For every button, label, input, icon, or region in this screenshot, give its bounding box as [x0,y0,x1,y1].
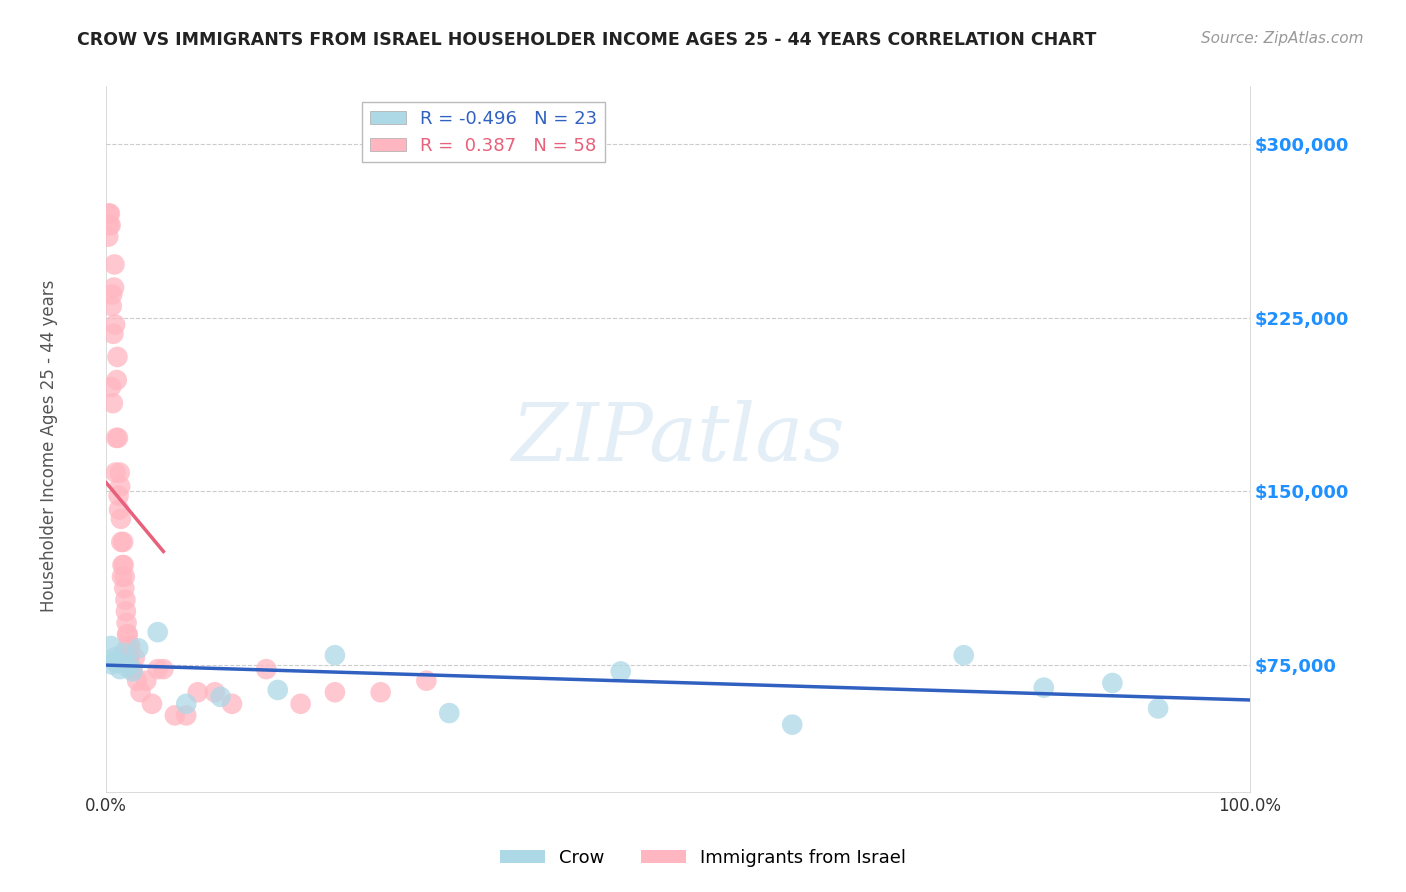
Point [1101,676,1123,690]
Point [1032,681,1054,695]
Point [439,706,461,720]
Point [108,662,131,676]
Point [118,650,141,665]
Point [121,665,143,679]
Point [141,697,163,711]
Point [127,673,149,688]
Point [129,685,152,699]
Point [118,657,141,672]
Point [107,655,129,669]
Legend: Crow, Immigrants from Israel: Crow, Immigrants from Israel [492,842,914,874]
Point [117,639,139,653]
Point [112,581,135,595]
Point [290,697,312,711]
Point [370,685,392,699]
Point [112,646,135,660]
Point [415,673,437,688]
Point [110,512,132,526]
Point [100,380,122,394]
Point [107,431,129,445]
Point [118,650,141,665]
Point [108,479,131,493]
Point [114,569,136,583]
Point [120,639,142,653]
Point [111,569,134,583]
Point [104,655,127,669]
Point [152,662,174,676]
Point [103,650,125,665]
Point [952,648,974,663]
Point [98,218,121,232]
Point [104,318,127,332]
Point [100,299,122,313]
Point [115,660,138,674]
Point [135,673,157,688]
Point [97,229,120,244]
Point [163,708,186,723]
Point [100,639,122,653]
Text: ZIPatlas: ZIPatlas [512,401,845,478]
Point [117,627,139,641]
Point [124,650,146,665]
Point [115,615,138,630]
Point [105,373,128,387]
Point [103,326,125,341]
Point [174,697,197,711]
Point [187,685,209,699]
Point [98,206,121,220]
Point [100,218,122,232]
Point [111,558,134,572]
Point [97,206,120,220]
Point [267,682,290,697]
Point [323,685,346,699]
Point [110,535,132,549]
Point [127,641,149,656]
Point [121,662,143,676]
Point [780,717,803,731]
Text: Householder Income Ages 25 - 44 years: Householder Income Ages 25 - 44 years [41,280,58,612]
Legend: R = -0.496   N = 23, R =  0.387   N = 58: R = -0.496 N = 23, R = 0.387 N = 58 [363,103,605,162]
Point [112,535,135,549]
Point [146,625,169,640]
Point [103,280,125,294]
Point [174,708,197,723]
Point [108,466,131,480]
Point [104,466,127,480]
Point [108,502,131,516]
Point [103,257,125,271]
Point [120,662,142,676]
Point [254,662,277,676]
Point [105,431,128,445]
Point [221,697,243,711]
Point [107,489,129,503]
Point [1147,701,1170,715]
Point [114,592,136,607]
Point [101,657,124,672]
Point [115,627,138,641]
Point [112,558,135,572]
Point [204,685,226,699]
Text: Source: ZipAtlas.com: Source: ZipAtlas.com [1201,31,1364,46]
Point [609,665,631,679]
Point [107,350,129,364]
Point [146,662,169,676]
Point [115,604,138,618]
Point [101,287,124,301]
Point [323,648,346,663]
Point [101,396,124,410]
Text: CROW VS IMMIGRANTS FROM ISRAEL HOUSEHOLDER INCOME AGES 25 - 44 YEARS CORRELATION: CROW VS IMMIGRANTS FROM ISRAEL HOUSEHOLD… [77,31,1097,49]
Point [209,690,232,704]
